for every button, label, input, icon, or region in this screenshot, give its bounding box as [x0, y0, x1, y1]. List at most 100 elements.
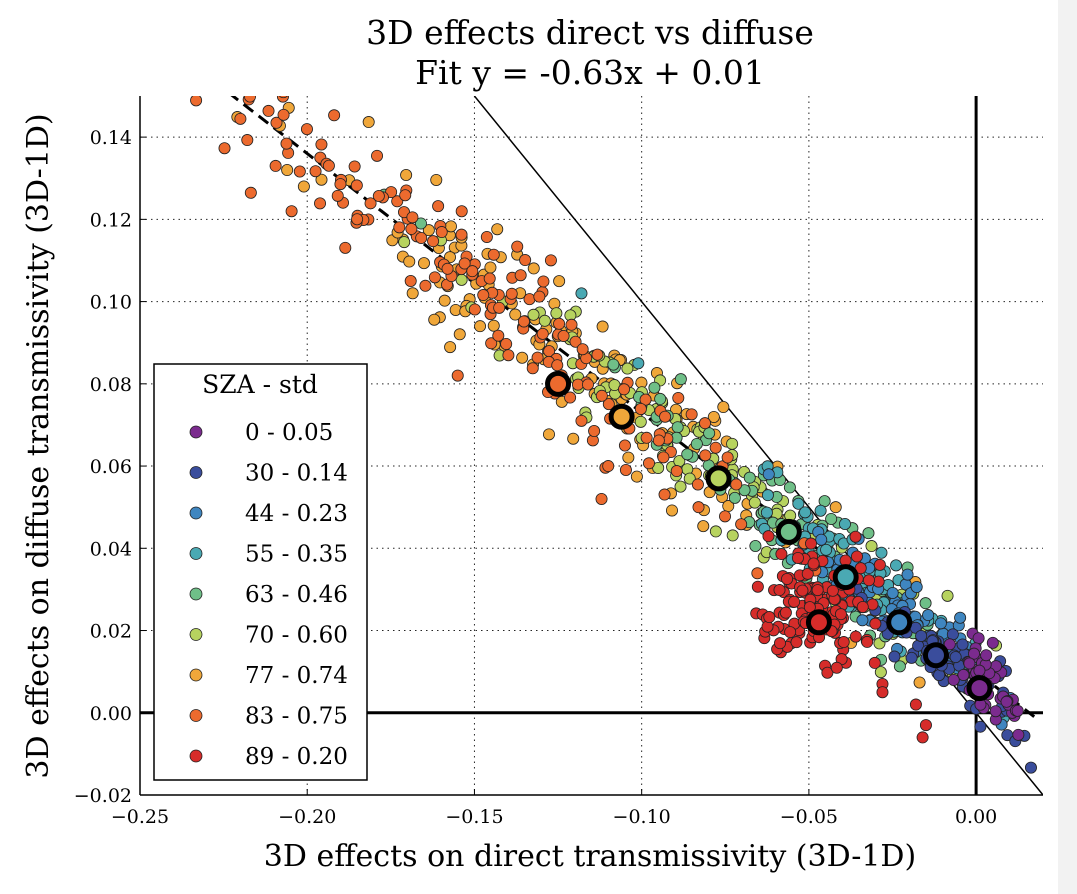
scatter-point	[865, 540, 878, 553]
scatter-point	[954, 611, 967, 624]
scatter-point	[477, 289, 490, 302]
scatter-point	[905, 651, 918, 664]
scatter-point	[862, 527, 875, 540]
scatter-point	[811, 584, 824, 597]
scatter-point	[487, 319, 500, 332]
scatter-point	[654, 392, 667, 405]
scatter-point	[829, 501, 842, 514]
x-tick-label: −0.10	[613, 806, 671, 828]
scatter-point	[281, 164, 294, 177]
x-axis-ticks: −0.25 −0.20 −0.15 −0.10 −0.05 0.00	[111, 789, 997, 828]
scatter-point	[278, 68, 289, 79]
scatter-point	[453, 328, 466, 341]
scatter-point	[709, 441, 722, 454]
legend-label: 30 - 0.14	[245, 461, 348, 487]
scatter-point	[417, 257, 430, 270]
scatter-point	[427, 235, 440, 248]
scatter-point	[591, 348, 604, 361]
legend-marker	[189, 709, 203, 722]
scatter-point	[849, 530, 862, 543]
scatter-point	[226, 54, 237, 65]
mean-marker-3	[832, 564, 859, 591]
scatter-point	[909, 698, 922, 711]
scatter-point	[618, 439, 631, 452]
scatter-point	[334, 178, 347, 191]
mean-marker-7	[545, 370, 572, 397]
scatter-point	[804, 537, 817, 550]
scatter-point	[1000, 695, 1013, 708]
scatter-point	[671, 421, 684, 434]
scatter-point	[218, 142, 231, 155]
scatter-point	[500, 337, 513, 350]
scatter-point	[1024, 761, 1037, 774]
scatter-point	[783, 481, 796, 494]
scatter-point	[652, 434, 665, 447]
legend-label: 63 - 0.46	[245, 582, 348, 608]
scatter-point	[946, 628, 959, 641]
mean-marker-8	[805, 609, 832, 636]
scatter-point	[466, 265, 479, 278]
legend-label: 0 - 0.05	[245, 420, 333, 446]
y-tick-label: 0.10	[90, 292, 132, 314]
scatter-point	[241, 134, 254, 147]
scatter-point	[619, 463, 632, 476]
scatter-point	[762, 530, 775, 543]
scatter-point	[531, 351, 544, 364]
scatter-point	[474, 320, 487, 333]
scatter-point	[526, 362, 539, 375]
scatter-point	[760, 506, 773, 519]
scatter-point	[869, 617, 882, 630]
scatter-point	[364, 197, 377, 210]
scatter-point	[799, 506, 812, 519]
scatter-point	[269, 159, 282, 172]
scatter-point	[665, 504, 678, 517]
scatter-point	[683, 472, 696, 485]
mean-marker-5	[705, 465, 732, 492]
scatter-point	[348, 160, 361, 173]
legend-marker	[189, 547, 203, 560]
scatter-point	[763, 611, 776, 624]
scatter-point	[569, 335, 582, 348]
scatter-point	[672, 391, 685, 404]
scatter-point	[491, 223, 504, 236]
scatter-point	[830, 661, 843, 674]
scatter-point	[415, 231, 428, 244]
scatter-point	[404, 274, 417, 287]
scatter-point	[873, 558, 886, 571]
scatter-point	[862, 574, 875, 587]
scatter-point	[963, 657, 976, 670]
scatter-point	[838, 518, 851, 531]
scatter-point	[947, 673, 960, 686]
scatter-point	[893, 660, 906, 673]
scatter-point	[602, 398, 615, 411]
scatter-point	[659, 410, 672, 423]
scatter-point	[913, 676, 926, 689]
scatter-point	[190, 96, 203, 107]
scatter-point	[949, 651, 962, 664]
scatter-point	[721, 451, 734, 464]
scatter-point	[692, 501, 705, 514]
scatter-point	[430, 173, 443, 186]
scatter-point	[748, 496, 761, 509]
scatter-point	[922, 609, 935, 622]
scatter-point	[596, 320, 609, 333]
scatter-point	[278, 96, 288, 99]
scatter-point	[916, 731, 929, 744]
scatter-point	[595, 389, 608, 402]
scatter-point	[406, 211, 419, 224]
scatter-point	[814, 504, 827, 517]
scatter-point	[875, 546, 888, 559]
scatter-point	[709, 525, 722, 538]
scatter-point	[634, 415, 647, 428]
scatter-point	[285, 205, 298, 218]
scatter-point	[537, 275, 550, 288]
scatter-point	[674, 373, 687, 386]
scatter-point	[815, 533, 828, 546]
scatter-point	[315, 173, 328, 186]
scatter-point	[801, 567, 814, 580]
legend-label: 89 - 0.20	[245, 744, 348, 770]
scatter-point	[602, 460, 615, 473]
scatter-point	[788, 595, 801, 608]
scatter-point	[642, 457, 655, 470]
